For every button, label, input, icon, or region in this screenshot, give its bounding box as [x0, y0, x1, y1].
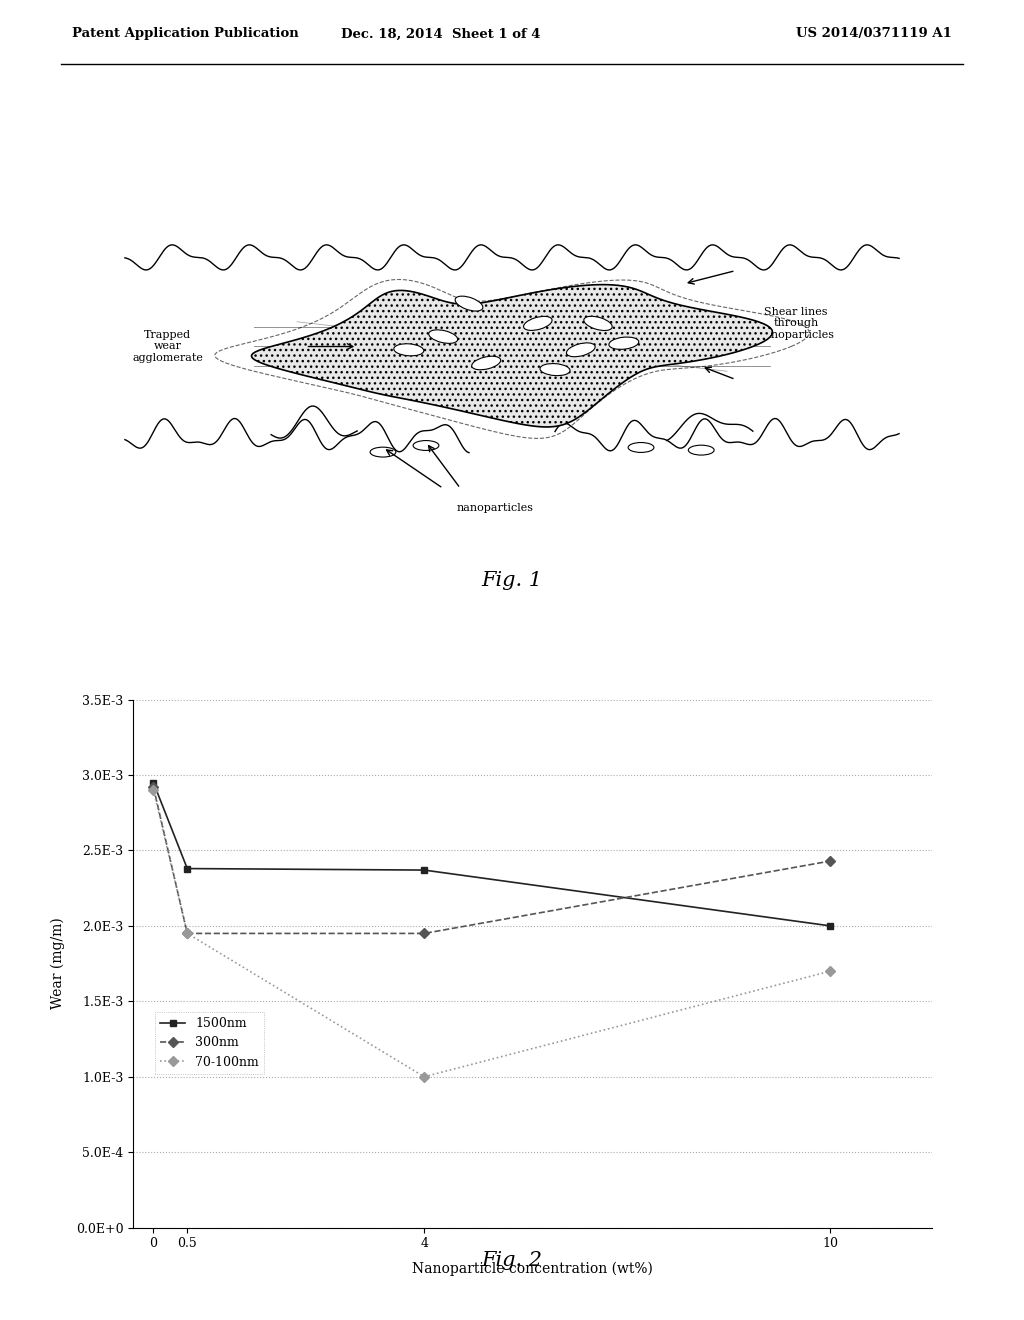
300nm: [147, 779, 160, 795]
Ellipse shape: [413, 441, 439, 450]
Ellipse shape: [370, 447, 396, 457]
Text: Patent Application Publication: Patent Application Publication: [72, 28, 298, 41]
70-100nm: [824, 964, 837, 979]
70-100nm: [147, 783, 160, 799]
70-100nm: [418, 1069, 430, 1085]
Ellipse shape: [628, 442, 654, 453]
1500nm: [824, 917, 837, 933]
Polygon shape: [252, 285, 772, 426]
Ellipse shape: [428, 330, 458, 343]
Ellipse shape: [566, 343, 596, 356]
Ellipse shape: [688, 445, 714, 455]
Text: Shear lines
through
nanoparticles: Shear lines through nanoparticles: [758, 306, 835, 341]
Ellipse shape: [523, 317, 553, 330]
Legend: 1500nm, 300nm, 70-100nm: 1500nm, 300nm, 70-100nm: [156, 1012, 264, 1073]
Ellipse shape: [542, 362, 568, 378]
Ellipse shape: [610, 335, 638, 351]
Ellipse shape: [472, 356, 501, 370]
1500nm: [147, 775, 160, 791]
1500nm: [181, 861, 194, 876]
Y-axis label: Wear (mg/m): Wear (mg/m): [50, 917, 65, 1010]
Text: nanoparticles: nanoparticles: [457, 503, 534, 513]
Text: Fig. 1: Fig. 1: [481, 572, 543, 590]
300nm: [824, 853, 837, 869]
Line: 70-100nm: 70-100nm: [150, 787, 834, 1080]
Ellipse shape: [584, 315, 612, 331]
Ellipse shape: [455, 296, 483, 312]
300nm: [418, 925, 430, 941]
X-axis label: Nanoparticle concentration (wt%): Nanoparticle concentration (wt%): [412, 1262, 653, 1276]
70-100nm: [181, 925, 194, 941]
Line: 300nm: 300nm: [150, 784, 834, 937]
Text: Fig. 2: Fig. 2: [481, 1251, 543, 1270]
1500nm: [418, 862, 430, 878]
Text: Trapped
wear
agglomerate: Trapped wear agglomerate: [132, 330, 204, 363]
300nm: [181, 925, 194, 941]
Line: 1500nm: 1500nm: [150, 779, 834, 929]
Text: US 2014/0371119 A1: US 2014/0371119 A1: [797, 28, 952, 41]
Ellipse shape: [394, 343, 424, 356]
Text: Dec. 18, 2014  Sheet 1 of 4: Dec. 18, 2014 Sheet 1 of 4: [341, 28, 540, 41]
